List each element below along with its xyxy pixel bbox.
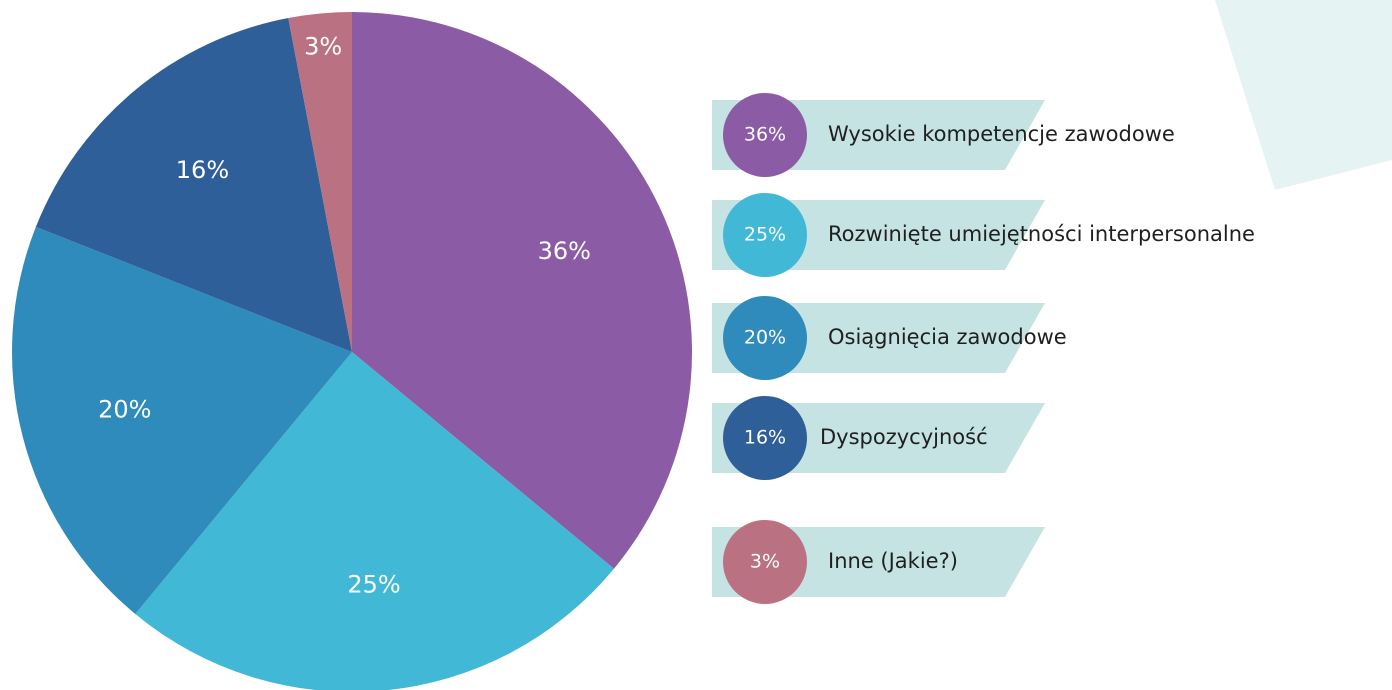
legend-swatch — [723, 396, 807, 480]
pie-slice — [352, 12, 693, 569]
pie-slice — [12, 226, 353, 614]
slice-label: 25% — [347, 571, 400, 599]
slice-label: 36% — [538, 237, 591, 265]
legend-value: 25% — [744, 224, 786, 246]
legend-value: 16% — [744, 427, 786, 449]
legend-swatch — [723, 520, 807, 604]
legend-value: 3% — [750, 551, 780, 573]
legend-swatch — [723, 296, 807, 380]
pie-slice — [135, 352, 614, 690]
legend-swatch — [723, 193, 807, 277]
slice-label: 3% — [304, 32, 342, 60]
legend-swatch — [723, 93, 807, 177]
legend-value: 36% — [744, 124, 786, 146]
legend-label: Rozwinięte umiejętności interpersonalne — [828, 222, 1255, 246]
legend-label: Inne (Jakie?) — [828, 549, 958, 573]
pie-slice — [288, 12, 352, 352]
slice-label: 20% — [98, 395, 151, 423]
slice-label: 16% — [176, 156, 229, 184]
legend-label: Osiągnięcia zawodowe — [828, 325, 1067, 349]
legend-label: Dyspozycyjność — [820, 425, 988, 449]
pie-slice — [35, 18, 352, 352]
legend-value: 20% — [744, 327, 786, 349]
legend-label: Wysokie kompetencje zawodowe — [828, 122, 1175, 146]
background-shape — [1215, 0, 1392, 190]
